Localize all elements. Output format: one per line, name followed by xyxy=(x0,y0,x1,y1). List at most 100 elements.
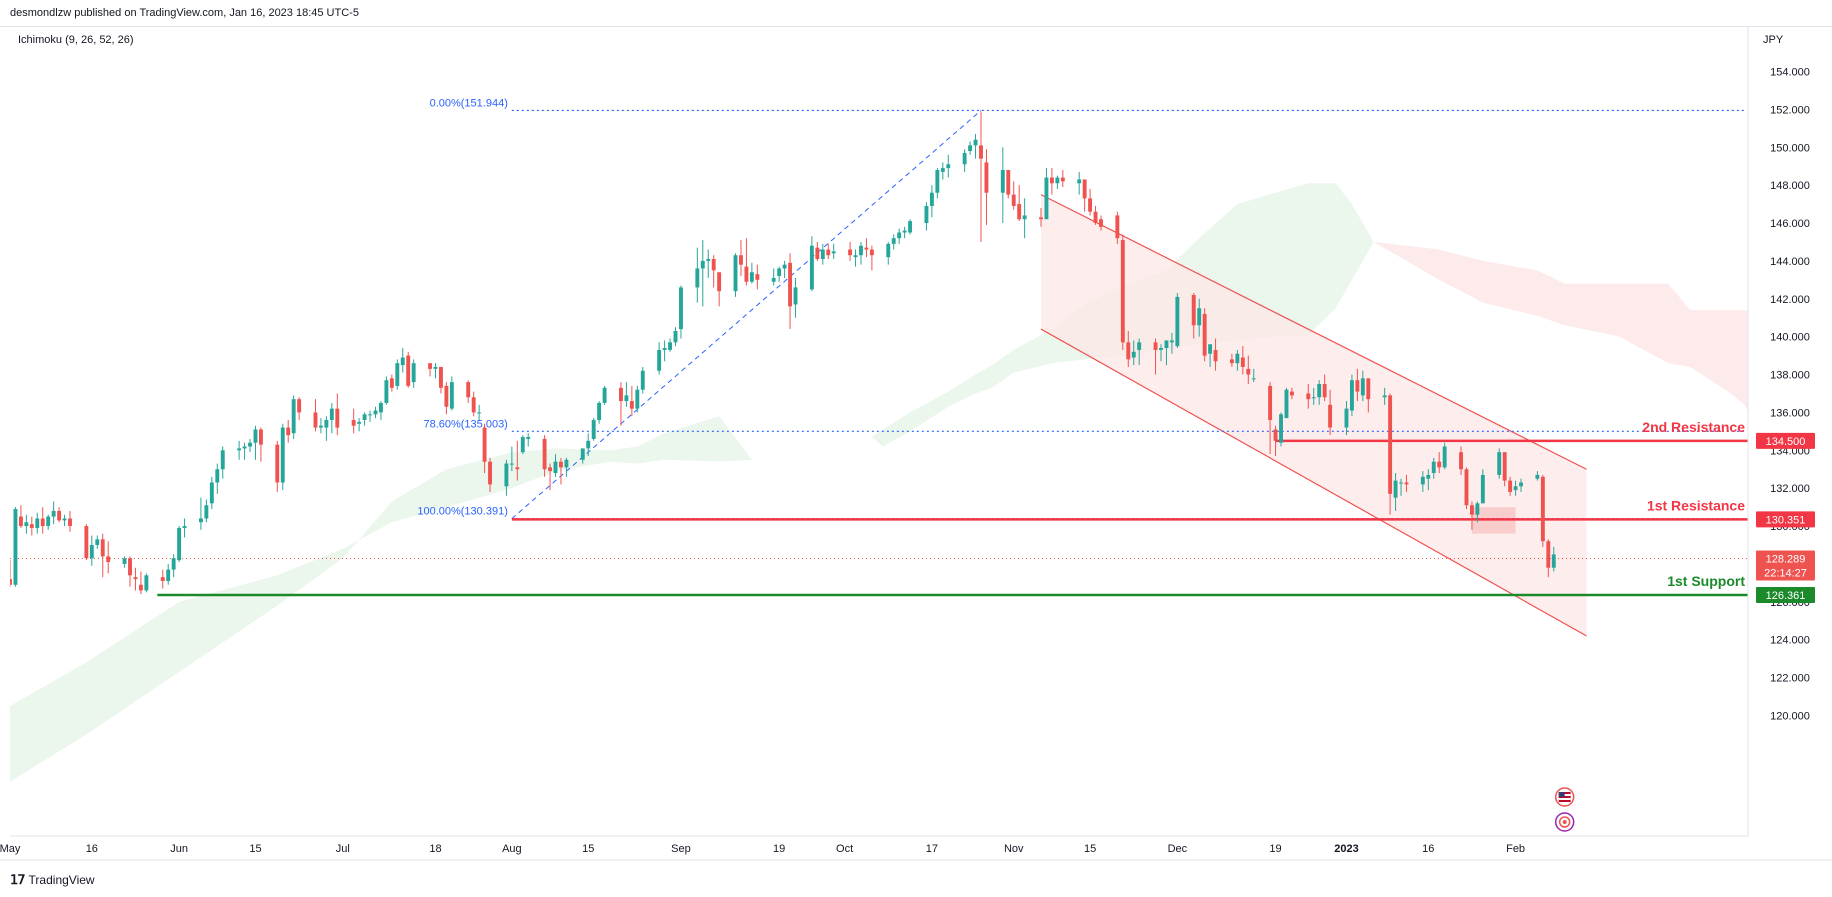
candle-body xyxy=(318,425,323,428)
price-tick-label: 150.000 xyxy=(1770,142,1810,154)
candle-body xyxy=(711,259,716,271)
candle-body xyxy=(1022,215,1027,220)
candle-body xyxy=(1317,384,1322,398)
candle-body xyxy=(662,348,667,350)
candle-body xyxy=(1366,378,1371,400)
candle-body xyxy=(935,169,940,193)
candle-body xyxy=(706,259,711,261)
level-price-tag xyxy=(1756,511,1815,528)
candle-body xyxy=(1273,429,1278,441)
candle-body xyxy=(624,395,629,402)
candle-body xyxy=(1169,340,1174,343)
candle-body xyxy=(286,427,291,436)
candle-body xyxy=(406,355,411,386)
candle-body xyxy=(1268,385,1273,420)
fib-level-label: 78.60%(135.003) xyxy=(423,418,507,430)
tradingview-footer[interactable]: 𝟣𝟩 TradingView xyxy=(10,872,95,888)
time-tick-label: Dec xyxy=(1168,843,1188,855)
candle-body xyxy=(1442,446,1447,468)
candle-body xyxy=(962,152,967,165)
price-tick-label: 122.000 xyxy=(1770,673,1810,685)
candle-body xyxy=(1349,380,1354,411)
candle-body xyxy=(1480,474,1485,504)
candle-body xyxy=(177,527,182,561)
candle-body xyxy=(1229,359,1234,364)
candle-body xyxy=(717,272,722,292)
candle-body xyxy=(744,266,749,282)
candle-body xyxy=(1060,177,1065,182)
candle-body xyxy=(695,268,700,288)
candle-body xyxy=(673,330,678,343)
candle-body xyxy=(1082,179,1087,199)
candle-body xyxy=(1551,554,1556,568)
candle-body xyxy=(826,249,831,256)
candle-body xyxy=(700,260,705,269)
candle-body xyxy=(793,287,798,305)
candle-body xyxy=(368,414,372,416)
candle-body xyxy=(444,385,449,407)
price-tick-label: 138.000 xyxy=(1770,370,1810,382)
time-tick-label: 15 xyxy=(582,843,594,855)
candle-body xyxy=(13,509,18,585)
time-tick-label: Nov xyxy=(1004,843,1024,855)
candle-body xyxy=(1459,452,1463,470)
candle-body xyxy=(782,264,787,269)
candle-body xyxy=(668,342,673,350)
candle-body xyxy=(1088,198,1093,212)
candle-body xyxy=(1208,344,1213,354)
candle-body xyxy=(509,463,514,465)
price-tick-label: 120.000 xyxy=(1770,710,1810,722)
candlestick-series xyxy=(10,111,1556,595)
candle-body xyxy=(482,427,487,462)
candle-body xyxy=(946,164,951,169)
candle-body xyxy=(10,579,12,585)
candle-body xyxy=(564,459,569,468)
candle-body xyxy=(62,518,67,521)
candle-body xyxy=(433,366,438,369)
candle-body xyxy=(182,526,187,528)
candle-body xyxy=(1513,486,1518,491)
candle-body xyxy=(897,232,902,239)
time-tick-label: Jun xyxy=(170,843,188,855)
channel-upper-line xyxy=(1040,194,1587,470)
candle-body xyxy=(777,268,782,277)
candle-body xyxy=(144,575,149,591)
time-tick-label: 16 xyxy=(1422,843,1434,855)
candle-body xyxy=(106,556,111,563)
candle-body xyxy=(1235,353,1240,364)
candle-body xyxy=(357,421,362,424)
candle-body xyxy=(1093,211,1098,224)
time-tick-label: 15 xyxy=(1084,843,1096,855)
level-price-value: 126.361 xyxy=(1766,590,1806,602)
candle-body xyxy=(968,145,973,152)
candle-body xyxy=(1279,414,1283,443)
candle-body xyxy=(1120,240,1125,343)
candle-body xyxy=(351,419,356,426)
candle-body xyxy=(924,205,929,224)
candle-body xyxy=(559,461,563,468)
publish-header: desmondlzw published on TradingView.com,… xyxy=(0,0,1832,27)
candle-body xyxy=(591,419,596,439)
candle-body xyxy=(248,442,252,447)
candle-body xyxy=(657,349,662,371)
candle-body xyxy=(629,401,634,409)
cloud-red-1 xyxy=(1373,241,1748,412)
candle-body xyxy=(1431,461,1436,474)
level-price-value: 134.500 xyxy=(1766,436,1806,448)
candle-body xyxy=(1502,452,1507,481)
candle-body xyxy=(1497,452,1502,475)
candle-body xyxy=(133,577,138,580)
event-markers xyxy=(1554,787,1575,832)
cloud-green-0 xyxy=(10,183,1374,782)
candle-body xyxy=(24,522,29,527)
fib-level-label: 0.00%(151.944) xyxy=(430,97,508,109)
candle-body xyxy=(809,245,814,290)
candle-body xyxy=(749,272,754,282)
indicator-legend[interactable]: Ichimoku (9, 26, 52, 26) xyxy=(18,34,134,46)
candle-body xyxy=(138,584,143,591)
fib-level-label: 100.00%(130.391) xyxy=(417,506,508,518)
candle-body xyxy=(378,402,383,413)
candle-body xyxy=(504,463,509,487)
candle-body xyxy=(1546,541,1551,568)
